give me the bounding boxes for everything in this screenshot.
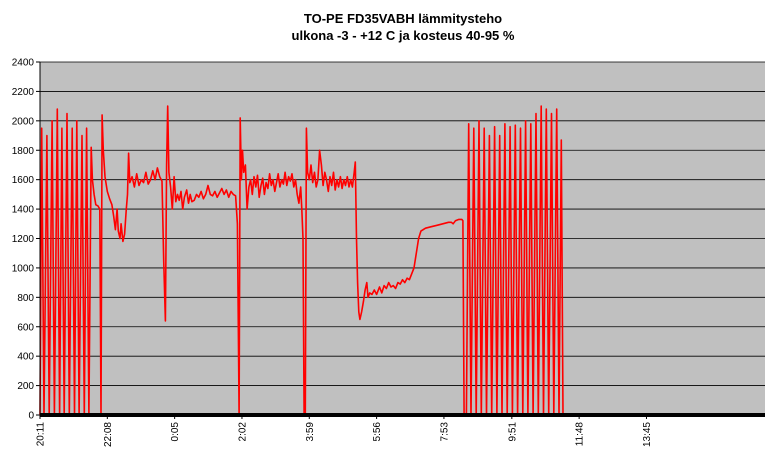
y-tick-label: 400 [17,352,34,363]
x-tick-label: 7:53 [439,422,450,442]
x-axis-tick-labels: 20:11 22:08 0:05 2:02 3:59 5:56 7:53 9:51 11:48 1… [36,415,653,447]
y-tick-label: 1800 [12,146,35,157]
y-tick-label: 0 [28,411,34,422]
y-tick-label: 2000 [12,116,35,127]
y-tick-label: 800 [17,293,34,304]
y-tick-label: 2400 [12,58,35,69]
x-tick-label: 9:51 [507,422,518,442]
y-axis-tick-labels: 0 200 400 600 800 1000 1200 1400 1600 1800 2000 220… [12,58,40,422]
x-tick-label: 3:59 [305,422,316,442]
series-line-0 [39,105,564,416]
y-tick-label: 2200 [12,87,35,98]
y-tick-label: 1000 [12,263,35,274]
x-tick-label: 5:56 [372,422,383,442]
x-tick-label: 2:02 [237,422,248,442]
x-tick-label: 11:48 [575,422,586,447]
chart-title: TO-PE FD35VABH lämmitysteho [304,11,502,26]
y-tick-label: 1600 [12,175,35,186]
y-tick-label: 200 [17,381,34,392]
y-tick-label: 1400 [12,205,35,216]
y-tick-label: 600 [17,322,34,333]
x-tick-label: 22:08 [103,422,114,447]
series-layer [39,105,564,416]
x-tick-label: 20:11 [36,422,47,447]
y-tick-label: 1200 [12,234,35,245]
x-tick-label: 13:45 [642,422,653,447]
x-tick-label: 0:05 [170,422,181,442]
chart-subtitle: ulkona -3 - +12 C ja kosteus 40-95 % [292,28,515,43]
